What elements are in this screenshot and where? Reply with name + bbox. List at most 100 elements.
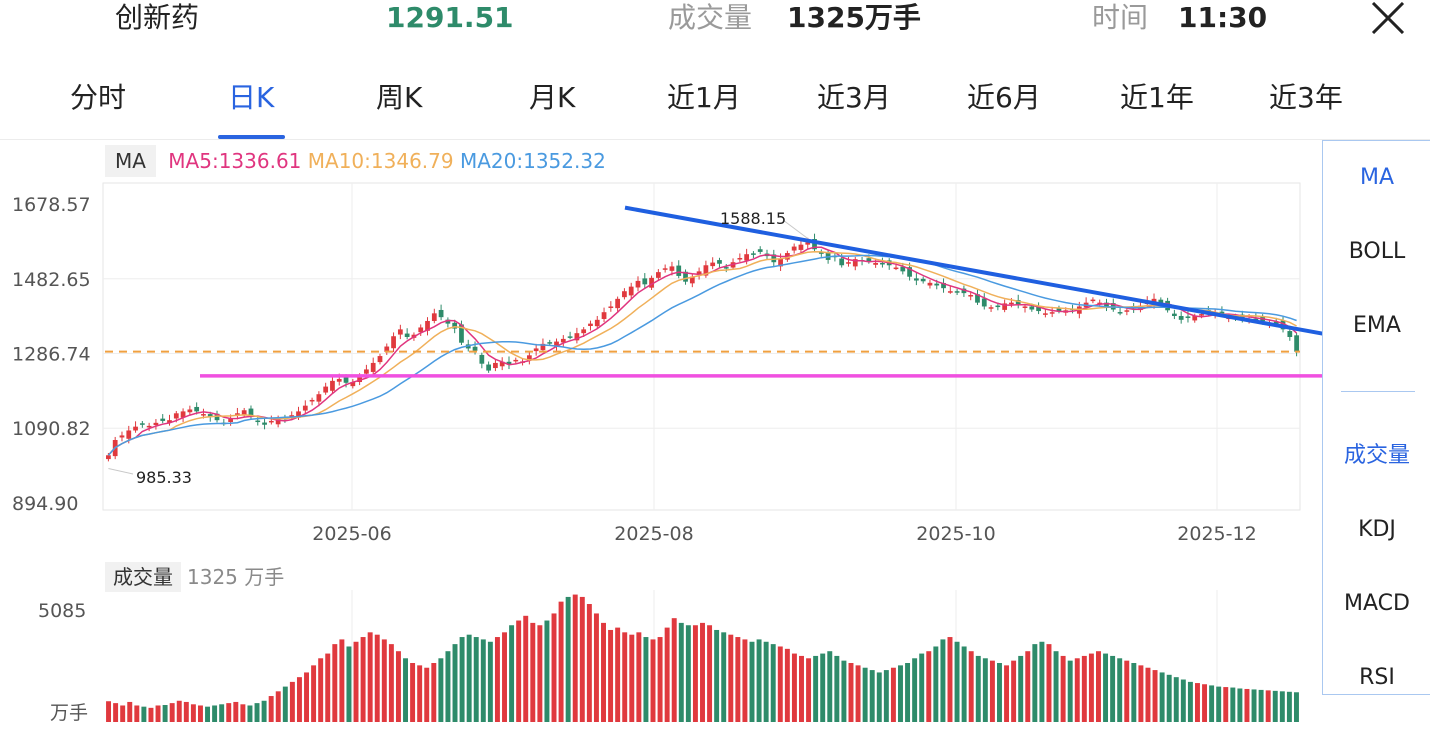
low-price-label: 985.33 [136,468,192,487]
candle-body [160,418,166,421]
volume-bar [325,653,331,722]
volume-bar [841,660,847,722]
volume-bar [636,632,642,722]
volume-bar [148,707,154,722]
close-icon[interactable] [1370,1,1406,35]
volume-bar [353,641,359,722]
candle-body [1009,302,1014,305]
candle-body [404,333,410,337]
volume-bar [1272,690,1278,722]
volume-bar [982,658,988,722]
volume-bar [106,701,112,722]
candle-body [384,346,390,352]
volume-bar [438,658,444,722]
indicator-volume[interactable]: 成交量 [1343,443,1410,468]
candle-body [330,380,335,391]
tab-month-k[interactable]: 月K [529,81,576,114]
low-leader-line [108,468,134,475]
candle-body [1049,312,1055,314]
tab-fenshi[interactable]: 分时 [70,81,127,114]
tab-day-k[interactable]: 日K [228,81,275,114]
candle-body [1036,306,1041,312]
y-tick-label: 1482.65 [12,269,91,291]
tab-6-month[interactable]: 近6月 [967,81,1041,114]
ma5-value: MA5:1336.61 [168,149,302,173]
volume-unit-label: 万手 [50,702,88,724]
candle-body [1294,335,1299,352]
tab-3-year[interactable]: 近3年 [1269,81,1343,114]
candle-body [941,282,946,289]
volume-bar [113,703,119,722]
ma10-value: MA10:1346.79 [307,149,454,173]
index-name: 创新药 [115,1,200,34]
candle-body [852,259,858,267]
volume-bar [212,705,218,722]
tab-1-month[interactable]: 近1月 [667,81,741,114]
volume-bar [678,622,684,722]
candle-body [1178,316,1184,320]
volume-bar [608,629,614,722]
candle-body [1056,307,1062,312]
candle-body [296,411,301,418]
candle-body [880,262,885,265]
volume-bar [240,704,246,722]
volume-bar [919,653,925,722]
volume-bar [1096,651,1101,722]
candle-body [757,249,763,252]
volume-bar [1258,689,1264,722]
x-axis-labels: 2025-06 2025-08 2025-10 2025-12 [312,523,1256,545]
candle-body [798,244,804,250]
volume-bar [954,641,960,722]
volume-bar [452,644,458,722]
volume-bar [565,596,571,722]
candle-body [588,323,593,327]
volume-bar [537,625,543,722]
candle-body [581,329,587,334]
volume-bar [1117,658,1123,722]
candle-body [1158,299,1164,304]
tab-3-month[interactable]: 近3月 [817,81,891,114]
candle-body [506,361,512,365]
x-tick-label: 2025-06 [312,523,391,545]
volume-bar [1173,677,1179,722]
volume-bar [516,620,522,722]
indicator-macd[interactable]: MACD [1344,591,1410,616]
volume-bar [530,622,536,722]
volume-bar [763,641,769,722]
candle-body [479,354,485,364]
volume-bar [1237,688,1243,722]
candle-body [493,362,498,369]
tab-1-year[interactable]: 近1年 [1120,81,1194,114]
volume-bar [827,651,833,722]
volume-bar [381,639,387,722]
ma-legend-title[interactable]: MA [105,145,156,177]
candle-body [703,265,709,276]
indicator-kdj[interactable]: KDJ [1358,517,1396,542]
volume-bar [1286,691,1292,722]
indicator-rsi[interactable]: RSI [1359,665,1395,690]
indicator-boll[interactable]: BOLL [1348,239,1406,264]
candle-body [1090,299,1096,302]
candle-body [377,356,383,363]
volume-bar [1131,663,1137,722]
candle-body [336,378,342,382]
volume-bar [141,706,147,722]
candle-body [173,413,179,419]
indicator-ma[interactable]: MA [1359,165,1395,190]
volume-bar [714,629,720,722]
volume-bar [756,639,762,722]
indicator-ema[interactable]: EMA [1353,313,1401,338]
volume-bar [1180,679,1186,722]
tab-week-k[interactable]: 周K [376,81,423,114]
candle-body [126,430,132,439]
volume-bar [1230,687,1236,722]
candle-body [839,258,845,266]
volume-max-label: 5085 [38,600,86,622]
volume-legend-title[interactable]: 成交量 [105,562,181,592]
candle-body [873,262,879,265]
volume-bar [735,637,741,722]
candle-body [235,413,240,415]
candle-body [723,267,729,269]
candle-body [574,333,580,341]
